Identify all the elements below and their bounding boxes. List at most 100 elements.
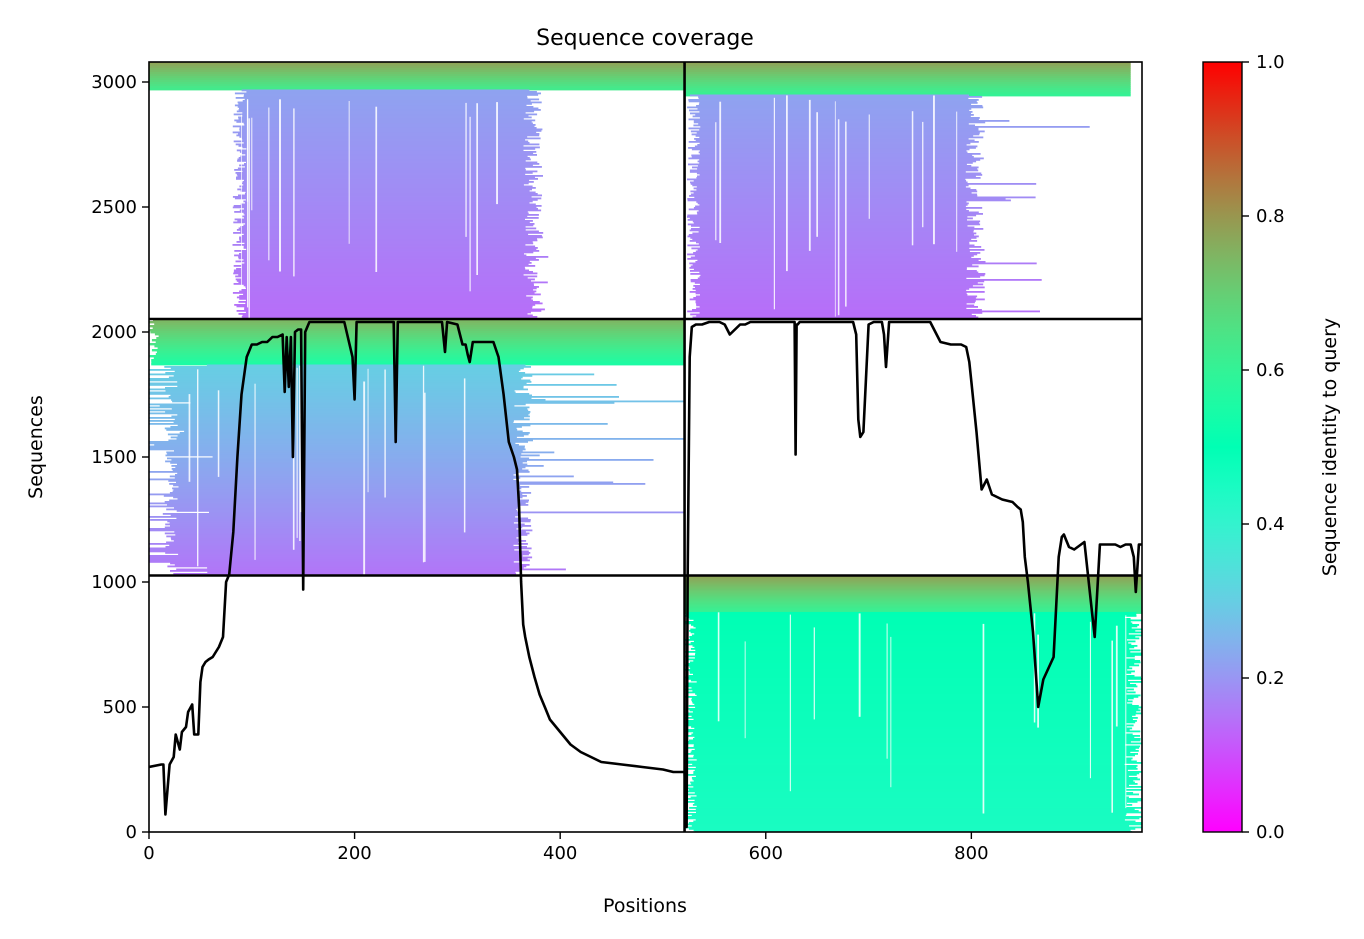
msa-row — [235, 97, 528, 99]
msa-row — [686, 682, 1130, 685]
x-axis: 0 200 400 600 800 — [143, 832, 989, 864]
msa-row — [236, 178, 538, 180]
msa-row — [690, 751, 1131, 754]
msa-row — [691, 750, 1139, 752]
colorbar-gradient — [1202, 61, 1243, 833]
msa-row — [692, 238, 972, 241]
msa-row — [244, 214, 539, 216]
msa-row — [169, 544, 514, 547]
msa-row — [241, 289, 534, 291]
msa-row — [699, 246, 982, 248]
msa-gap — [296, 367, 298, 538]
msa-row — [243, 142, 530, 144]
msa-top-row — [149, 74, 685, 77]
msa-gap — [808, 99, 811, 251]
msa-row — [149, 393, 530, 395]
msa-top-row — [684, 589, 1142, 592]
msa-top-row — [149, 76, 685, 79]
msa-row — [688, 765, 1138, 767]
msa-row — [175, 466, 526, 469]
msa-row — [695, 289, 967, 292]
msa-gap — [469, 116, 471, 292]
msa-row — [176, 517, 529, 520]
msa-row — [694, 657, 1127, 659]
msa-row — [695, 693, 1127, 695]
msa-row — [165, 411, 531, 413]
msa-top-row — [684, 72, 1131, 75]
msa-row — [698, 96, 983, 98]
msa-row — [699, 174, 983, 176]
x-tick-label: 800 — [954, 843, 988, 864]
msa-row — [684, 651, 1131, 653]
msa-row — [692, 702, 1128, 704]
msa-top-row — [684, 68, 1131, 71]
msa-row — [149, 388, 528, 391]
msa-row — [691, 700, 1133, 703]
msa-row — [243, 259, 539, 261]
msa-gap — [293, 108, 295, 277]
msa-row — [692, 711, 1137, 713]
msa-row — [684, 730, 1141, 733]
msa-row — [694, 769, 1128, 772]
msa-top-row — [149, 82, 685, 85]
msa-row — [693, 756, 1126, 758]
msa-row — [165, 460, 527, 463]
y-axis-label: Sequences — [25, 395, 47, 499]
msa-row — [698, 151, 968, 154]
msa-row — [696, 303, 967, 305]
msa-row — [243, 224, 534, 227]
msa-row — [689, 171, 966, 173]
msa-row — [241, 137, 541, 140]
msa-row — [696, 186, 966, 188]
msa-row — [170, 562, 521, 565]
msa-row — [695, 819, 1125, 821]
msa-top-row — [684, 80, 1131, 83]
msa-top-row — [684, 62, 1131, 65]
msa-row — [150, 519, 531, 521]
msa-row — [149, 549, 515, 551]
msa-row — [693, 786, 1142, 788]
msa-row — [688, 822, 1142, 824]
msa-row — [239, 290, 537, 293]
msa-row — [687, 310, 1040, 313]
msa-row — [689, 709, 1141, 712]
msa-row — [693, 673, 1127, 676]
msa-row — [693, 829, 1131, 832]
msa-top-row — [152, 327, 685, 330]
msa-row — [695, 114, 974, 116]
msa-row — [177, 472, 517, 475]
msa-row — [245, 199, 538, 201]
msa-row — [690, 130, 985, 133]
msa-row — [239, 164, 533, 167]
msa-row — [689, 666, 1130, 668]
msa-row — [691, 624, 1140, 626]
msa-row — [695, 766, 1137, 769]
msa-row — [233, 272, 538, 275]
msa-row — [690, 270, 977, 272]
msa-top-row — [684, 70, 1131, 73]
msa-row — [689, 267, 967, 269]
msa-row — [245, 286, 539, 288]
msa-row — [234, 169, 526, 171]
msa-row — [692, 264, 973, 266]
msa-row — [694, 792, 1134, 794]
msa-row — [688, 99, 979, 101]
msa-row — [695, 652, 1142, 655]
msa-row — [698, 243, 970, 245]
y-tick-label: 1500 — [91, 447, 137, 468]
msa-gap — [816, 112, 818, 237]
msa-row — [692, 220, 981, 223]
msa-top-row — [684, 599, 1142, 602]
msa-row — [692, 645, 1138, 647]
msa-row — [698, 123, 969, 125]
msa-row — [207, 567, 524, 569]
msa-row — [170, 426, 522, 428]
msa-row — [174, 507, 518, 509]
msa-row — [235, 275, 538, 278]
msa-row — [690, 94, 969, 97]
msa-row — [690, 796, 1129, 799]
msa-row — [169, 475, 574, 478]
msa-top-row — [151, 349, 685, 352]
msa-row — [688, 739, 1141, 742]
msa-row — [687, 741, 1131, 743]
